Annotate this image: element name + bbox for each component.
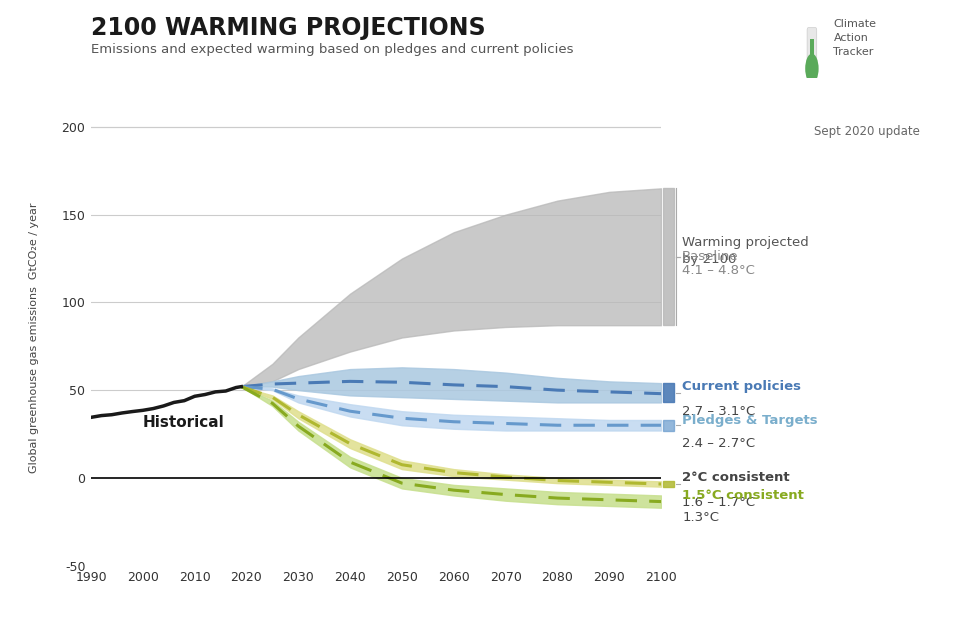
Text: Climate
Action
Tracker: Climate Action Tracker xyxy=(833,19,877,57)
Text: Pledges & Targets: Pledges & Targets xyxy=(682,414,818,427)
Text: Sept 2020 update: Sept 2020 update xyxy=(814,125,921,138)
Bar xyxy=(810,39,813,69)
Text: 1.3°C: 1.3°C xyxy=(682,511,719,524)
Text: 2°C consistent: 2°C consistent xyxy=(682,471,789,484)
Text: Warming projected
by 2100: Warming projected by 2100 xyxy=(682,236,809,266)
Text: Global greenhouse gas emissions  GtCO₂e / year: Global greenhouse gas emissions GtCO₂e /… xyxy=(29,202,39,472)
Text: 2.7 – 3.1°C: 2.7 – 3.1°C xyxy=(682,405,755,418)
Text: 2.4 – 2.7°C: 2.4 – 2.7°C xyxy=(682,438,755,451)
Text: 1.5°C consistent: 1.5°C consistent xyxy=(682,489,804,502)
Text: Current policies: Current policies xyxy=(682,380,801,393)
Text: 4.1 – 4.8°C: 4.1 – 4.8°C xyxy=(682,264,755,278)
Text: Baseline: Baseline xyxy=(682,250,739,263)
Circle shape xyxy=(805,54,818,83)
Text: 1.6 – 1.7°C: 1.6 – 1.7°C xyxy=(682,496,755,509)
FancyBboxPatch shape xyxy=(807,28,816,68)
Text: Emissions and expected warming based on pledges and current policies: Emissions and expected warming based on … xyxy=(91,42,574,56)
Text: 2100 WARMING PROJECTIONS: 2100 WARMING PROJECTIONS xyxy=(91,16,486,39)
Text: Historical: Historical xyxy=(143,415,224,430)
